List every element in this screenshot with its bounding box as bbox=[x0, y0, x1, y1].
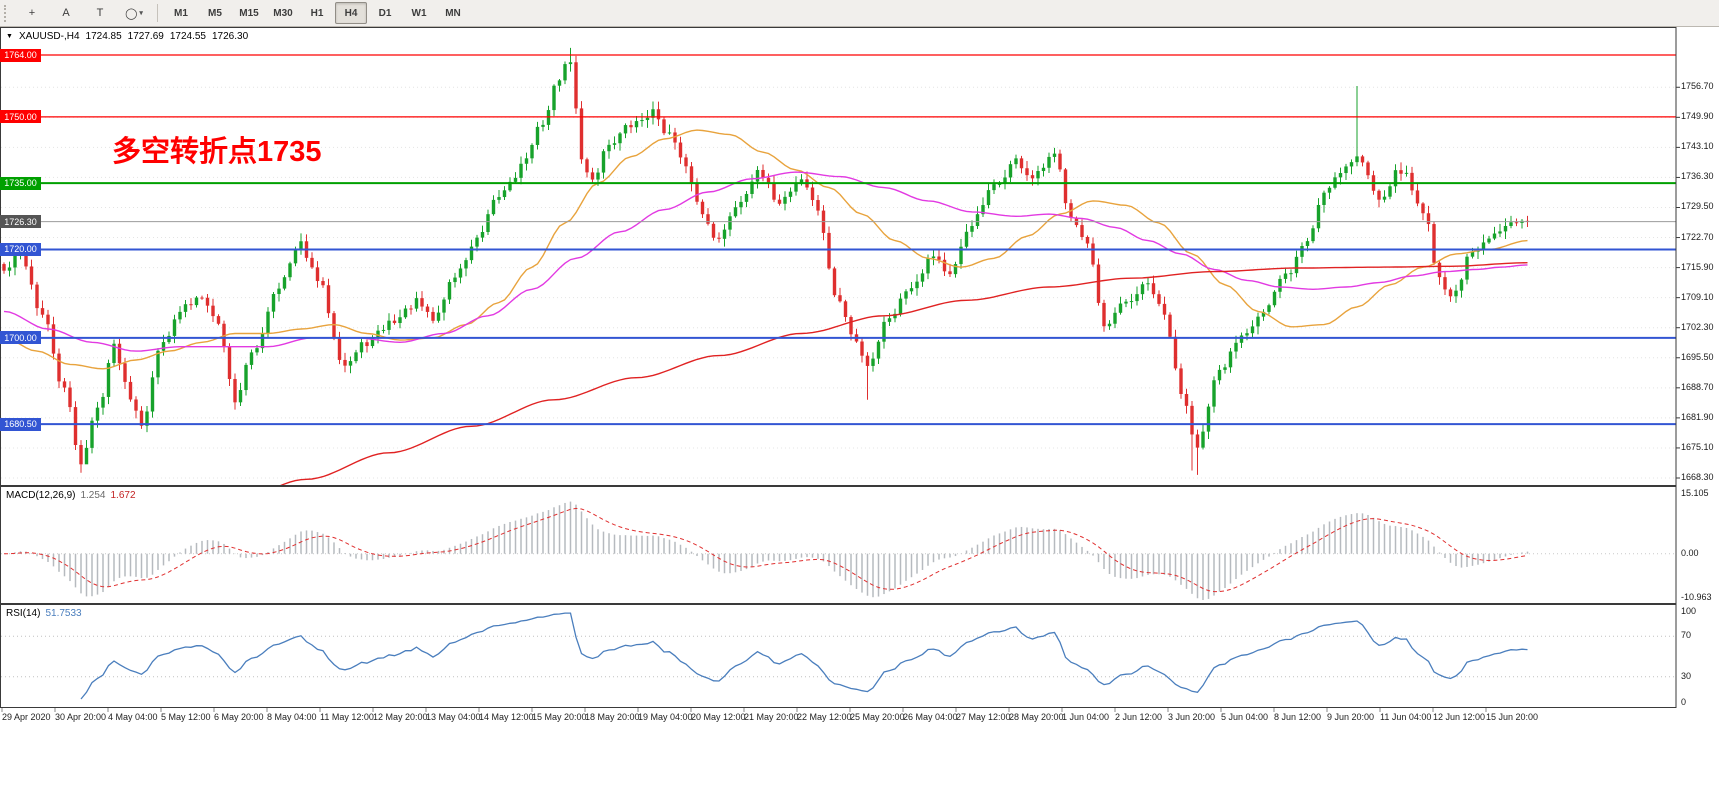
panel-border-2 bbox=[0, 604, 1677, 708]
macd-signal-line bbox=[4, 507, 1528, 593]
text-label-icon: A bbox=[62, 7, 70, 19]
timeframe-m30-button[interactable]: M30 bbox=[273, 7, 293, 19]
rsi-plot bbox=[1, 612, 1675, 700]
toolbar: + A T ◯ ▾ M1 M5 M15 M30 H1 H4 D1 W1 MN bbox=[0, 0, 1719, 27]
timeframe-m1-button[interactable]: M1 bbox=[174, 7, 188, 19]
timeframe-group: M1 M5 M15 M30 H1 H4 D1 W1 MN bbox=[164, 2, 470, 24]
drawing-tools-group: + A T ◯ ▾ bbox=[15, 2, 151, 24]
timeframe-m15-button[interactable]: M15 bbox=[239, 7, 259, 19]
toolbar-separator bbox=[157, 4, 158, 22]
toolbar-grip[interactable] bbox=[4, 4, 10, 22]
timeframe-h1-button[interactable]: H1 bbox=[310, 7, 324, 19]
chart-canvas bbox=[0, 27, 1680, 712]
text-frame-icon: T bbox=[96, 7, 104, 19]
panel-border-0 bbox=[0, 27, 1677, 486]
ma-long-red bbox=[280, 262, 1528, 485]
rsi-line bbox=[80, 612, 1528, 700]
crosshair-icon: + bbox=[28, 7, 36, 19]
text-label-button[interactable]: A bbox=[50, 2, 82, 24]
chevron-down-icon: ▾ bbox=[139, 10, 143, 17]
timeframe-d1-button[interactable]: D1 bbox=[378, 7, 392, 19]
timeframe-m5-button[interactable]: M5 bbox=[208, 7, 222, 19]
timeframe-h4-button[interactable]: H4 bbox=[335, 2, 367, 24]
panel-border-1 bbox=[0, 486, 1677, 604]
timeframe-mn-button[interactable]: MN bbox=[445, 7, 461, 19]
ma-slow-magenta bbox=[3, 171, 1528, 352]
crosshair-button[interactable]: + bbox=[16, 2, 48, 24]
macd-plot bbox=[1, 501, 1675, 600]
text-frame-button[interactable]: T bbox=[84, 2, 116, 24]
timeframe-w1-button[interactable]: W1 bbox=[411, 7, 427, 19]
ma-medium-orange bbox=[3, 129, 1528, 370]
shapes-dropdown-button[interactable]: ◯ ▾ bbox=[118, 2, 150, 24]
shapes-dropdown-icon: ◯ bbox=[125, 7, 138, 20]
